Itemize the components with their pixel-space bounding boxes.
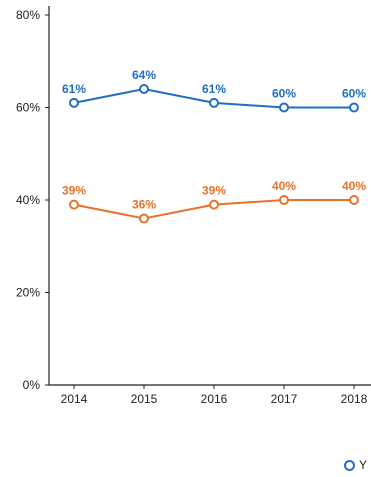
series-1: 39% 36% 39% 40% 40% (62, 179, 366, 224)
data-point (209, 199, 219, 210)
x-axis-ticks: 2014 2015 2016 2017 2018 (61, 385, 368, 406)
data-label: 40% (272, 179, 296, 193)
data-label: 36% (132, 198, 156, 212)
data-point (69, 97, 79, 108)
y-tick-label: 40% (16, 193, 40, 207)
data-label: 61% (62, 82, 86, 96)
data-point (69, 199, 79, 210)
x-tick-label: 2015 (131, 392, 158, 406)
x-tick-label: 2017 (271, 392, 298, 406)
y-axis-ticks: 0% 20% 40% 60% 80% (16, 8, 49, 392)
data-point (139, 84, 149, 94)
y-tick-label: 20% (16, 286, 40, 300)
data-label: 60% (272, 87, 296, 101)
y-tick-label: 0% (23, 378, 41, 392)
legend-marker-icon (344, 459, 355, 471)
data-label: 40% (342, 179, 366, 193)
data-label: 60% (342, 87, 366, 101)
series-0: 61% 64% 61% 60% 60% (62, 68, 366, 113)
y-tick-label: 80% (16, 8, 40, 22)
data-point (279, 195, 289, 205)
data-label: 64% (132, 68, 156, 82)
data-point (349, 102, 359, 113)
data-label: 39% (202, 184, 226, 198)
y-tick-label: 60% (16, 101, 40, 115)
series-layer: 61% 64% 61% 60% 60% 39% 36% 39% 40% 40% (62, 68, 366, 224)
data-point (209, 97, 219, 108)
x-tick-label: 2018 (341, 392, 368, 406)
data-point (279, 102, 289, 113)
data-label: 61% (202, 82, 226, 96)
legend-label: Y (359, 458, 368, 472)
data-label: 39% (62, 184, 86, 198)
x-tick-label: 2016 (201, 392, 228, 406)
data-point (139, 213, 149, 224)
data-point (349, 195, 359, 205)
legend: Y (344, 457, 367, 473)
x-tick-label: 2014 (61, 392, 88, 406)
